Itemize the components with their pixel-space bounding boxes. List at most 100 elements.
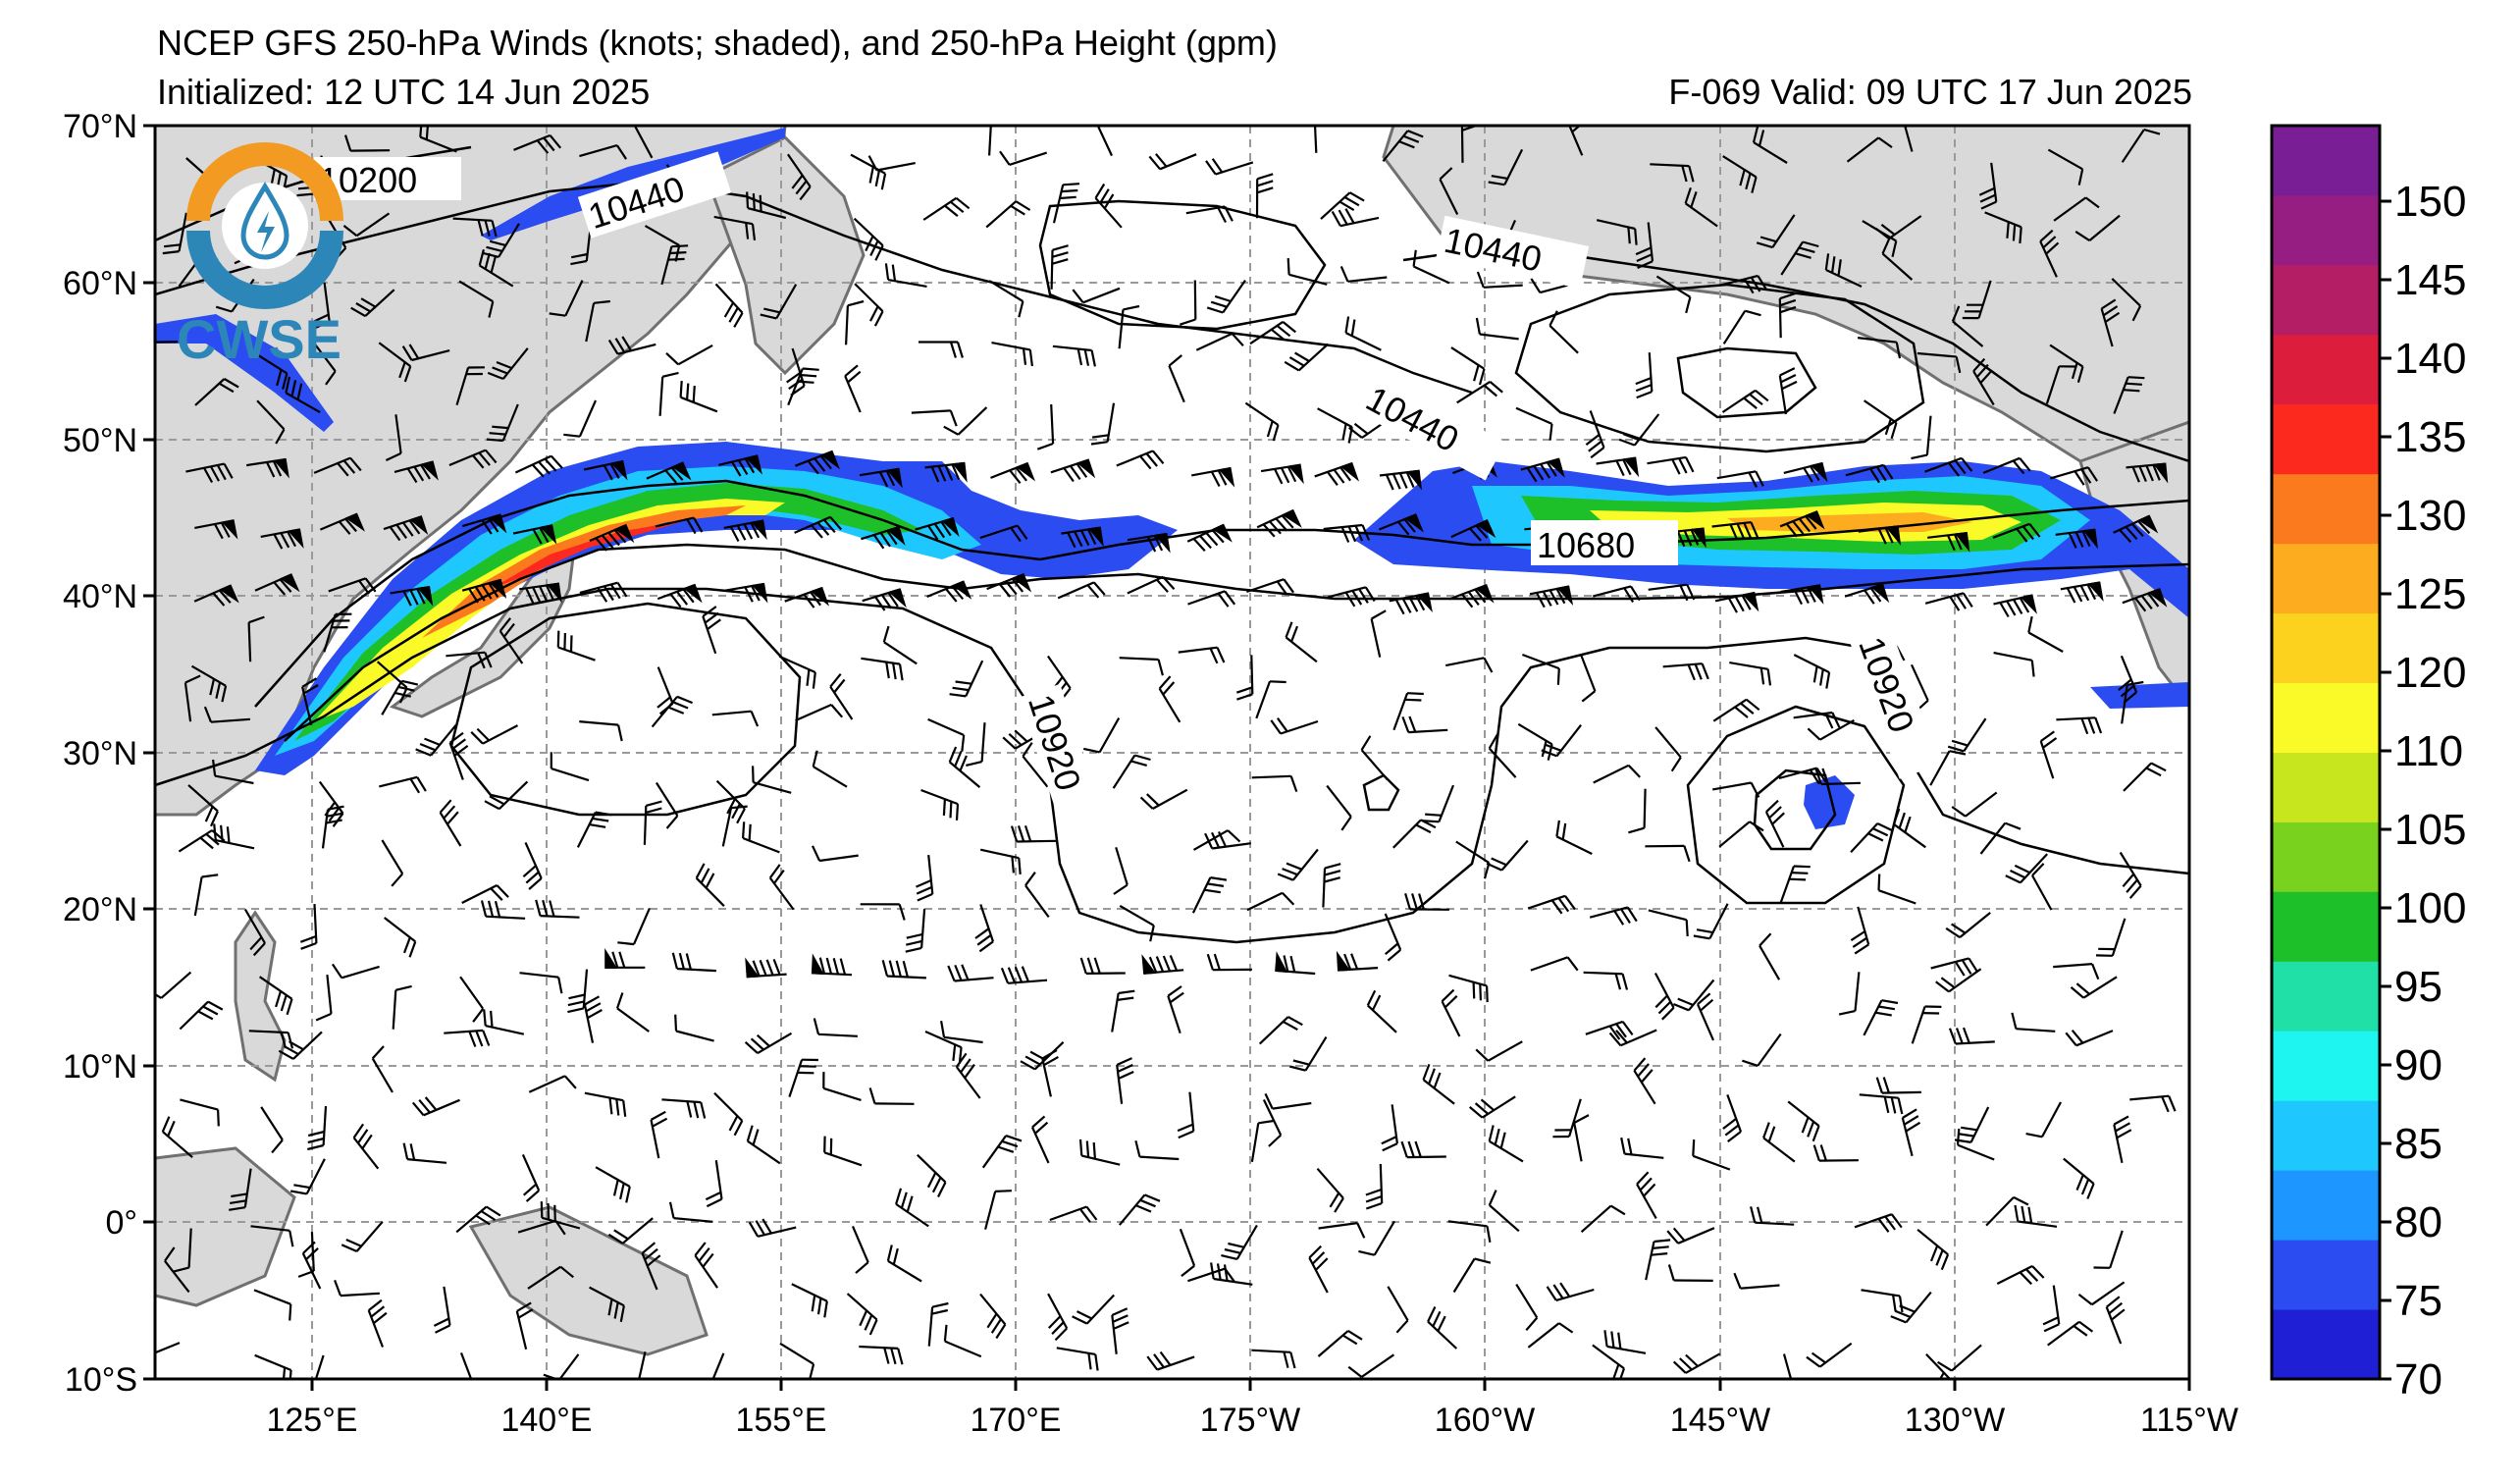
- wind-barb: [1793, 711, 1841, 729]
- wind-barb: [844, 364, 862, 413]
- wind-barb: [2065, 1029, 2114, 1047]
- wind-barb: [1618, 413, 1660, 447]
- colorbar-label: 120: [2394, 649, 2466, 697]
- wind-barb: [1529, 585, 1574, 609]
- wind-barb: [1185, 205, 1234, 224]
- wind-barb: [1246, 578, 1294, 596]
- wind-barb: [791, 1283, 828, 1318]
- wind-barb: [1718, 821, 1764, 848]
- lon-ticks: [310, 1379, 2191, 1391]
- wind-barb: [822, 1072, 862, 1101]
- wind-barb: [1854, 1213, 1903, 1233]
- wind-barb: [705, 1160, 723, 1208]
- wind-barb: [535, 899, 580, 919]
- wind-barb: [2055, 528, 2098, 550]
- wind-barb: [1365, 1163, 1384, 1210]
- wind-barb: [1672, 1352, 1721, 1374]
- wind-barb: [2025, 1101, 2062, 1139]
- wind-barb: [607, 1217, 654, 1245]
- wind-barb: [299, 904, 318, 950]
- wind-barb: [1314, 461, 1360, 486]
- wind-barb: [845, 299, 865, 345]
- wind-barb: [1696, 992, 1715, 1041]
- wind-barb: [1972, 357, 1995, 406]
- wind-barb: [487, 347, 529, 381]
- wind-barb: [1370, 609, 1387, 658]
- wind-barb: [1036, 403, 1055, 450]
- wind-barb: [1916, 1228, 1950, 1271]
- wind-barb: [243, 908, 266, 957]
- wind-barb: [1022, 742, 1049, 788]
- wind-barb: [744, 1032, 793, 1055]
- wind-barb: [1648, 909, 1689, 936]
- colorbar-swatch: [2272, 194, 2380, 266]
- valid-time: F-069 Valid: 09 UTC 17 Jun 2025: [1668, 72, 2192, 112]
- wind-barb: [459, 976, 485, 1023]
- wind-barb: [1712, 781, 1760, 798]
- wind-barb: [1721, 389, 1769, 413]
- wind-barb: [1316, 1167, 1344, 1213]
- wind-barb: [1929, 750, 1967, 786]
- wind-barb: [2049, 344, 2084, 384]
- wind-barb: [1079, 957, 1126, 975]
- wind-barb: [1439, 167, 1459, 215]
- wind-barb: [674, 1014, 714, 1042]
- wind-barb: [1148, 153, 1197, 171]
- lon-label: 125°E: [266, 1402, 357, 1439]
- wind-barb: [926, 580, 972, 603]
- wind-barb: [990, 461, 1036, 484]
- wind-barb: [2070, 976, 2118, 999]
- wind-barb: [1875, 215, 1922, 239]
- wind-barb: [1635, 352, 1654, 399]
- wind-barb: [778, 655, 816, 689]
- wind-barb: [991, 342, 1033, 367]
- wind-barb: [2121, 128, 2161, 163]
- jet-west-95kt: [294, 483, 922, 741]
- colorbar-swatch: [2272, 264, 2380, 336]
- wind-barb: [1672, 979, 1715, 1012]
- wind-barb: [702, 606, 721, 655]
- wind-barb: [1050, 458, 1096, 483]
- wind-barb: [323, 612, 352, 653]
- wind-barb: [1573, 1114, 1590, 1162]
- wind-barb: [328, 577, 377, 595]
- wind-barb: [668, 1201, 713, 1223]
- wind-barb: [881, 960, 926, 980]
- wind-barb: [1344, 316, 1382, 351]
- wind-barb: [1945, 912, 1991, 939]
- wind-barb: [402, 1142, 447, 1164]
- wind-barb: [461, 513, 507, 535]
- wind-barb: [1052, 344, 1096, 367]
- wind-barb: [916, 854, 934, 902]
- lat-labels: 70°N 60°N 50°N 40°N 30°N 20°N 10°N 0° 10…: [63, 108, 137, 1399]
- wind-barb: [1585, 410, 1605, 459]
- wind-barb: [1756, 214, 1796, 249]
- wind-barb: [795, 450, 840, 475]
- wind-barb: [2039, 229, 2060, 278]
- wind-barb: [1948, 1027, 1995, 1045]
- wind-barb: [1655, 275, 1692, 314]
- wind-barb: [1255, 680, 1286, 719]
- wind-barb: [949, 660, 984, 698]
- wind-barb: [1381, 1104, 1398, 1152]
- wind-barb: [1313, 126, 1318, 153]
- wind-barb: [1146, 1351, 1195, 1371]
- wind-barb: [319, 512, 365, 535]
- wind-barb: [1951, 791, 1998, 818]
- wind-barbs: [155, 126, 2177, 1379]
- map-title: NCEP GFS 250-hPa Winds (knots; shaded), …: [157, 23, 1278, 63]
- wind-barb: [1780, 240, 1819, 276]
- wind-barb: [1206, 953, 1252, 972]
- colorbar-label: 75: [2394, 1277, 2442, 1325]
- lat-ticks: [143, 124, 155, 1381]
- wind-barb: [853, 217, 884, 261]
- wind-barb: [713, 215, 757, 241]
- logo-ring-top: [186, 142, 343, 221]
- wind-barb: [478, 249, 514, 288]
- wind-barb: [1057, 581, 1106, 600]
- wind-barb: [1996, 1265, 2045, 1286]
- wind-barb: [746, 1125, 781, 1165]
- wind-barb: [1762, 1122, 1796, 1163]
- wind-barb: [1722, 1094, 1743, 1142]
